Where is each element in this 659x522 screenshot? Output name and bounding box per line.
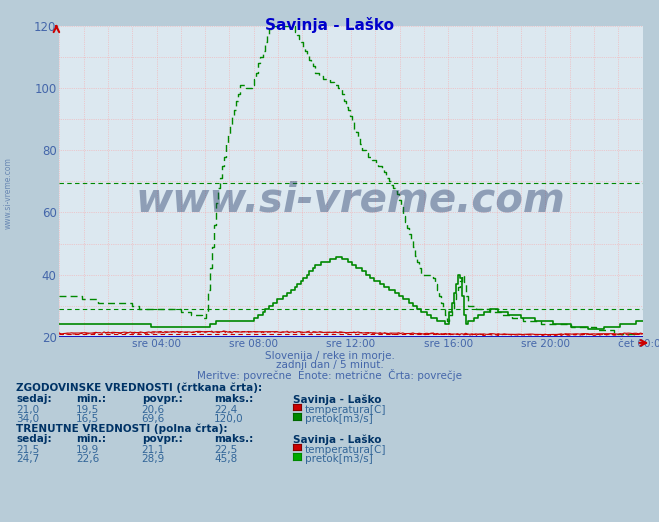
Text: 21,1: 21,1: [142, 445, 165, 455]
Text: 21,0: 21,0: [16, 405, 40, 414]
Text: 22,4: 22,4: [214, 405, 237, 414]
Text: sedaj:: sedaj:: [16, 434, 52, 444]
Text: Savinja - Laško: Savinja - Laško: [293, 434, 382, 445]
Text: 24,7: 24,7: [16, 454, 40, 464]
Text: 20,6: 20,6: [142, 405, 165, 414]
Text: 21,5: 21,5: [16, 445, 40, 455]
Text: povpr.:: povpr.:: [142, 434, 183, 444]
Text: 34,0: 34,0: [16, 414, 40, 424]
Text: Slovenija / reke in morje.: Slovenija / reke in morje.: [264, 351, 395, 361]
Text: 16,5: 16,5: [76, 414, 99, 424]
Text: Meritve: povrečne  Enote: metrične  Črta: povrečje: Meritve: povrečne Enote: metrične Črta: …: [197, 369, 462, 381]
Text: 22,6: 22,6: [76, 454, 99, 464]
Text: Savinja - Laško: Savinja - Laško: [265, 17, 394, 33]
Text: pretok[m3/s]: pretok[m3/s]: [305, 414, 373, 424]
Text: min.:: min.:: [76, 434, 106, 444]
Text: maks.:: maks.:: [214, 394, 254, 404]
Text: zadnji dan / 5 minut.: zadnji dan / 5 minut.: [275, 360, 384, 370]
Text: min.:: min.:: [76, 394, 106, 404]
Text: 19,9: 19,9: [76, 445, 99, 455]
Text: 69,6: 69,6: [142, 414, 165, 424]
Text: www.si-vreme.com: www.si-vreme.com: [136, 180, 566, 220]
Text: Savinja - Laško: Savinja - Laško: [293, 394, 382, 405]
Text: sedaj:: sedaj:: [16, 394, 52, 404]
Text: 22,5: 22,5: [214, 445, 237, 455]
Text: www.si-vreme.com: www.si-vreme.com: [3, 157, 13, 229]
Text: 120,0: 120,0: [214, 414, 244, 424]
Text: 45,8: 45,8: [214, 454, 237, 464]
Text: 19,5: 19,5: [76, 405, 99, 414]
Text: temperatura[C]: temperatura[C]: [305, 405, 387, 414]
Text: pretok[m3/s]: pretok[m3/s]: [305, 454, 373, 464]
Text: temperatura[C]: temperatura[C]: [305, 445, 387, 455]
Text: 28,9: 28,9: [142, 454, 165, 464]
Text: ZGODOVINSKE VREDNOSTI (črtkana črta):: ZGODOVINSKE VREDNOSTI (črtkana črta):: [16, 382, 262, 393]
Text: maks.:: maks.:: [214, 434, 254, 444]
Text: TRENUTNE VREDNOSTI (polna črta):: TRENUTNE VREDNOSTI (polna črta):: [16, 424, 228, 434]
Text: povpr.:: povpr.:: [142, 394, 183, 404]
